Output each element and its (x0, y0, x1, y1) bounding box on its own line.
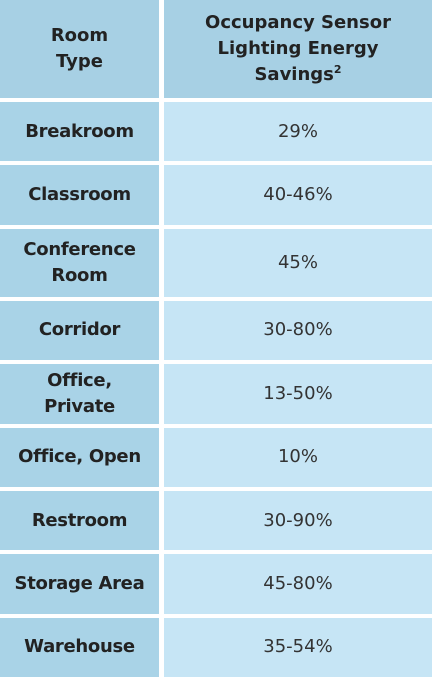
savings: 10% (277, 446, 318, 468)
room-type-cell: Storage Area (0, 554, 159, 614)
room-type-cell: Office, Open (0, 427, 159, 487)
room-type: Office, Private (44, 369, 115, 417)
room-type-cell: Conference Room (0, 228, 159, 297)
room-type: Storage Area (14, 572, 145, 594)
savings-cell: 45-80% (164, 554, 432, 614)
savings-cell: 30-90% (164, 490, 432, 551)
savings-cell: 30-80% (164, 300, 432, 361)
savings: 30-80% (263, 319, 333, 341)
room-type-cell: Warehouse (0, 617, 159, 677)
savings: 13-50% (263, 382, 333, 404)
header-cell: Room Type (0, 0, 159, 98)
header-text: Occupancy Sensor Lighting Energy Savings… (178, 10, 418, 88)
savings: 40-46% (263, 184, 333, 206)
room-type-cell: Office, Private (0, 364, 159, 424)
savings: 30-90% (263, 509, 333, 531)
room-type-cell: Restroom (0, 490, 159, 551)
room-type: Corridor (38, 319, 121, 341)
room-type: Office, Open (18, 446, 141, 468)
savings-cell: 40-46% (164, 165, 432, 225)
savings: 45-80% (263, 572, 333, 594)
room-type: Warehouse (24, 636, 135, 658)
savings: 35-54% (263, 636, 333, 658)
savings-cell: 29% (164, 102, 432, 162)
savings-cell: 10% (164, 427, 432, 487)
header-text: Room Type (50, 24, 109, 72)
savings-cell: 45% (164, 228, 432, 297)
savings: 45% (277, 251, 318, 273)
header-cell: Occupancy Sensor Lighting Energy Savings… (164, 0, 432, 98)
savings: 29% (277, 120, 318, 142)
room-type: Classroom (28, 184, 131, 206)
room-type: Breakroom (25, 120, 134, 142)
savings-cell: 35-54% (164, 617, 432, 677)
room-type-cell: Breakroom (0, 102, 159, 162)
room-type-cell: Classroom (0, 165, 159, 225)
room-type: Conference Room (23, 238, 136, 286)
room-type-cell: Corridor (0, 300, 159, 361)
room-type: Restroom (31, 509, 128, 531)
footnote: 2 (333, 63, 342, 77)
header-label: Occupancy Sensor Lighting Energy Savings (205, 11, 391, 86)
savings-cell: 13-50% (164, 364, 432, 424)
